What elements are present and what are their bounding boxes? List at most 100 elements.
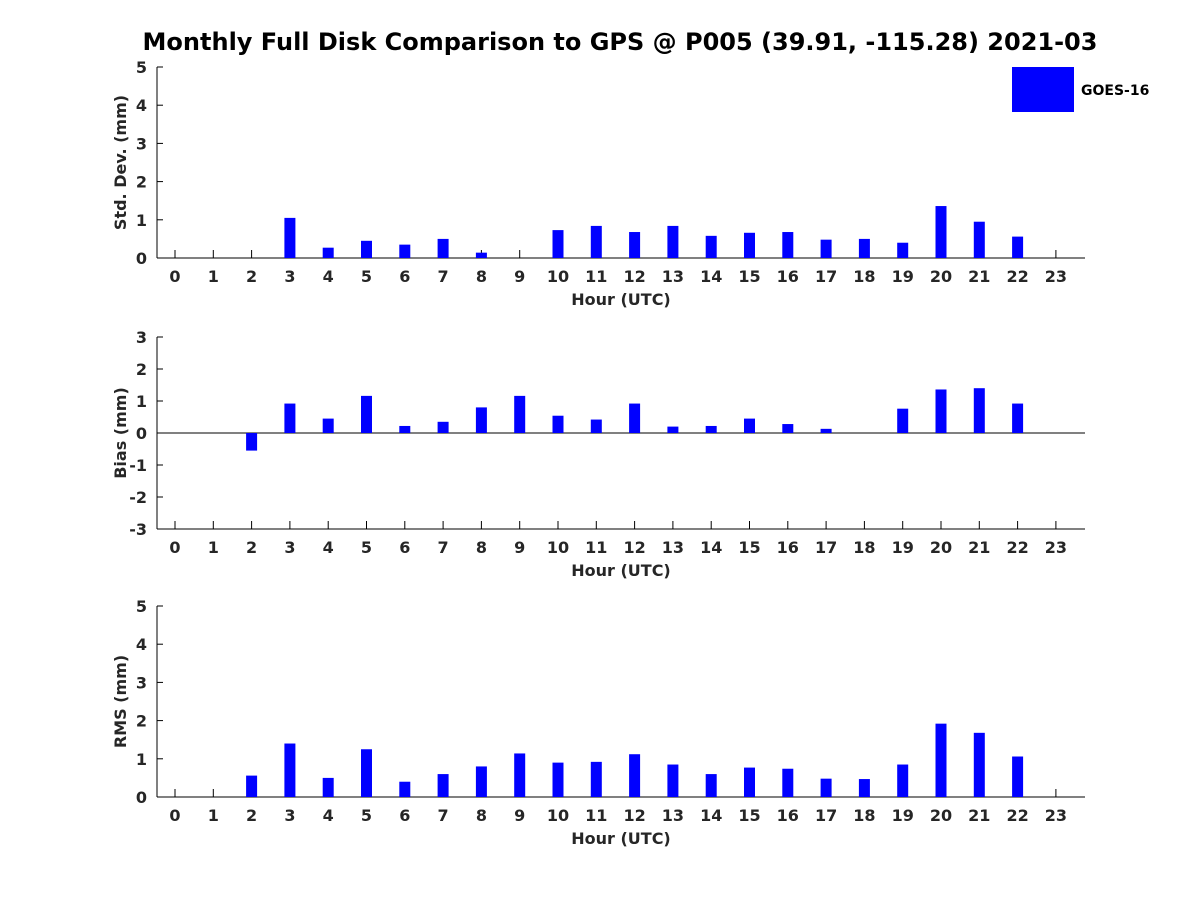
y-tick-label: 2 xyxy=(136,173,147,192)
x-tick-label: 13 xyxy=(662,806,684,825)
y-tick-label: -3 xyxy=(129,520,147,539)
x-tick-label: 6 xyxy=(399,267,410,286)
bar xyxy=(322,777,334,797)
x-tick-label: 3 xyxy=(284,267,295,286)
x-tick-label: 10 xyxy=(547,806,569,825)
x-tick-label: 17 xyxy=(815,267,837,286)
x-tick-label: 10 xyxy=(547,267,569,286)
x-tick-label: 1 xyxy=(208,538,219,557)
y-tick-label: 4 xyxy=(136,635,147,654)
bar xyxy=(973,732,985,797)
bar xyxy=(322,247,334,258)
bar xyxy=(475,407,487,433)
bar xyxy=(590,761,602,797)
y-tick-label: -1 xyxy=(129,456,147,475)
chart-title: Monthly Full Disk Comparison to GPS @ P0… xyxy=(142,28,1098,56)
bar xyxy=(935,389,947,433)
x-tick-label: 4 xyxy=(323,538,334,557)
x-tick-label: 21 xyxy=(968,267,990,286)
x-tick-label: 9 xyxy=(514,538,525,557)
y-tick-label: 0 xyxy=(136,249,147,268)
bar xyxy=(361,240,372,258)
bar xyxy=(284,743,296,797)
legend-label: GOES-16 xyxy=(1081,83,1149,99)
x-tick-label: 9 xyxy=(514,267,525,286)
bar xyxy=(514,395,526,433)
x-tick-label: 11 xyxy=(585,538,607,557)
bar xyxy=(858,779,870,797)
bar xyxy=(590,419,602,433)
bar xyxy=(437,421,449,433)
bar xyxy=(629,754,641,797)
x-tick-label: 16 xyxy=(777,806,799,825)
y-tick-label: 5 xyxy=(136,58,147,77)
x-tick-label: 16 xyxy=(777,538,799,557)
x-tick-label: 23 xyxy=(1045,806,1067,825)
x-tick-label: 11 xyxy=(585,806,607,825)
y-tick-label: 0 xyxy=(136,788,147,807)
x-tick-label: 4 xyxy=(323,267,334,286)
bar xyxy=(935,206,947,258)
bar xyxy=(973,221,985,258)
x-tick-label: 20 xyxy=(930,538,952,557)
x-tick-label: 1 xyxy=(208,267,219,286)
bar xyxy=(399,781,411,797)
x-tick-label: 19 xyxy=(892,806,914,825)
y-tick-label: 2 xyxy=(136,360,147,379)
x-tick-label: 18 xyxy=(853,267,875,286)
x-tick-label: 7 xyxy=(438,538,449,557)
legend-swatch xyxy=(1012,67,1074,112)
bar xyxy=(667,764,679,797)
bar xyxy=(782,232,794,258)
bar xyxy=(897,242,909,258)
x-axis-label: Hour (UTC) xyxy=(571,290,671,309)
x-axis-label: Hour (UTC) xyxy=(571,829,671,848)
bar xyxy=(667,225,679,258)
x-tick-label: 12 xyxy=(623,538,645,557)
bar xyxy=(437,774,449,797)
y-tick-label: 1 xyxy=(136,211,147,230)
x-tick-label: 14 xyxy=(700,806,722,825)
x-tick-label: 11 xyxy=(585,267,607,286)
x-tick-label: 20 xyxy=(930,267,952,286)
bar xyxy=(667,426,679,433)
x-tick-label: 9 xyxy=(514,806,525,825)
bar xyxy=(399,425,411,433)
bar xyxy=(705,425,717,433)
y-tick-label: 1 xyxy=(136,392,147,411)
x-tick-label: 16 xyxy=(777,267,799,286)
x-tick-label: 0 xyxy=(169,267,180,286)
x-tick-label: 18 xyxy=(853,538,875,557)
bar xyxy=(629,403,641,433)
bar xyxy=(897,764,909,797)
x-tick-label: 3 xyxy=(284,538,295,557)
bar xyxy=(552,762,564,797)
bar xyxy=(1012,756,1024,797)
y-tick-label: 0 xyxy=(136,424,147,443)
x-tick-label: 15 xyxy=(738,806,760,825)
x-tick-label: 17 xyxy=(815,806,837,825)
x-tick-label: 12 xyxy=(623,806,645,825)
x-tick-label: 2 xyxy=(246,806,257,825)
x-tick-label: 0 xyxy=(169,806,180,825)
x-tick-label: 10 xyxy=(547,538,569,557)
x-tick-label: 5 xyxy=(361,806,372,825)
y-tick-label: 4 xyxy=(136,96,147,115)
x-tick-label: 6 xyxy=(399,538,410,557)
bar xyxy=(1012,236,1024,258)
x-tick-label: 20 xyxy=(930,806,952,825)
x-tick-label: 2 xyxy=(246,267,257,286)
x-tick-label: 12 xyxy=(623,267,645,286)
bar xyxy=(590,225,602,258)
bar xyxy=(284,217,296,258)
x-tick-label: 8 xyxy=(476,806,487,825)
x-tick-label: 14 xyxy=(700,538,722,557)
bar xyxy=(705,774,717,797)
bar xyxy=(399,244,411,258)
x-tick-label: 5 xyxy=(361,267,372,286)
y-axis-label: RMS (mm) xyxy=(111,655,130,748)
y-axis-label: Std. Dev. (mm) xyxy=(111,95,130,230)
x-tick-label: 21 xyxy=(968,538,990,557)
bar xyxy=(744,767,755,797)
bar xyxy=(858,238,870,258)
